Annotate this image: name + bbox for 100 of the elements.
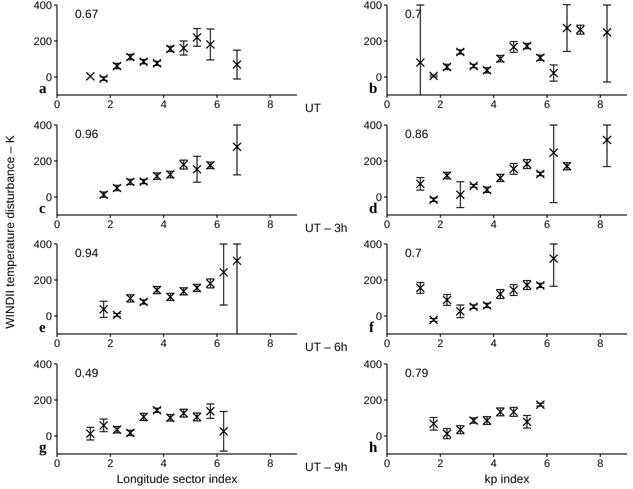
x-tick-label: 6: [214, 458, 220, 470]
point: [99, 304, 108, 314]
text: UT – 6h: [305, 340, 348, 354]
x-tick-label: 4: [160, 98, 167, 111]
x-tick-label: 0: [384, 338, 390, 350]
point: [416, 179, 425, 188]
x-tick-label: 8: [597, 98, 604, 111]
x-tick-label: 4: [490, 218, 497, 231]
point: [219, 426, 228, 436]
point: [139, 297, 148, 307]
text: d: [369, 201, 378, 217]
point: [112, 310, 122, 320]
text: g: [39, 440, 46, 456]
point: [549, 148, 558, 158]
y-tick-label: 200: [34, 394, 52, 407]
y-tick-label: 200: [34, 36, 52, 48]
y-tick-label: 200: [364, 36, 382, 48]
y-tick-label: 400: [34, 120, 52, 132]
point: [469, 61, 478, 71]
point: [99, 420, 108, 430]
y-tick-label: 200: [34, 156, 52, 168]
y-tick-label: 0: [46, 310, 52, 323]
point: [99, 74, 108, 84]
x-tick-label: 6: [214, 218, 220, 231]
y-tick-label: 0: [376, 430, 382, 443]
x-tick-label: 2: [437, 458, 444, 470]
x-tick-label: 2: [437, 338, 444, 350]
point: [232, 60, 242, 70]
text: a: [39, 81, 46, 97]
y-tick-label: 0: [376, 72, 382, 84]
x-tick-label: 2: [437, 218, 444, 231]
x-axis-title: Longitude sector index: [116, 472, 238, 486]
point: [219, 268, 228, 277]
point: [429, 315, 438, 325]
point: [456, 47, 465, 57]
point: [232, 256, 242, 266]
point: [469, 181, 478, 190]
x-tick-label: 2: [437, 98, 444, 111]
x-tick-label: 0: [54, 218, 60, 231]
y-tick-label: 200: [364, 394, 382, 407]
x-tick-label: 4: [490, 458, 497, 470]
annotation: 0.86: [405, 127, 428, 141]
x-tick-label: 4: [160, 218, 167, 231]
x-tick-label: 2: [107, 98, 114, 111]
point: [536, 169, 545, 179]
point: [469, 302, 478, 312]
y-tick-label: 400: [364, 238, 382, 251]
x-tick-label: 2: [107, 218, 114, 231]
y-tick-label: 0: [376, 310, 382, 323]
point: [536, 280, 545, 290]
y-tick-label: 400: [34, 358, 52, 371]
annotation: 0.96: [75, 127, 98, 141]
point: [206, 40, 215, 50]
x-tick-label: 6: [544, 218, 550, 231]
x-tick-label: 4: [160, 338, 167, 350]
x-tick-label: 8: [267, 98, 274, 111]
x-tick-label: 4: [490, 98, 497, 111]
y-tick-label: 0: [46, 430, 52, 443]
x-tick-label: 6: [214, 338, 220, 350]
x-tick-label: 6: [214, 98, 220, 111]
annotation: 0.79: [405, 366, 428, 380]
y-tick-label: 0: [46, 72, 52, 84]
x-tick-label: 8: [597, 218, 604, 231]
text: UT – 3h: [305, 221, 348, 235]
x-tick-label: 0: [54, 338, 60, 350]
annotation: 0.49: [75, 366, 98, 380]
point: [549, 68, 558, 78]
x-tick-label: 6: [544, 458, 550, 470]
y-tick-label: 0: [376, 192, 382, 204]
x-tick-label: 2: [107, 458, 114, 470]
x-tick-label: 6: [544, 98, 550, 111]
point: [152, 406, 162, 415]
point: [536, 400, 545, 410]
y-tick-label: 400: [364, 0, 382, 12]
y-tick-label: 400: [34, 238, 52, 251]
point: [86, 429, 95, 438]
x-tick-label: 0: [54, 458, 60, 470]
y-axis-title: WINDII temperature disturbance – K: [3, 135, 17, 329]
text: f: [369, 320, 374, 336]
point: [429, 419, 438, 428]
y-tick-label: 200: [364, 274, 382, 287]
text: b: [369, 81, 378, 97]
x-tick-label: 8: [267, 338, 274, 350]
point: [232, 142, 242, 152]
point: [456, 306, 465, 316]
point: [602, 28, 612, 37]
x-tick-label: 4: [490, 338, 497, 350]
point: [179, 43, 188, 53]
x-tick-label: 8: [267, 218, 274, 231]
y-tick-label: 200: [34, 274, 52, 287]
y-tick-label: 400: [364, 120, 382, 132]
text: UT – 9h: [305, 460, 348, 474]
x-tick-label: 4: [160, 458, 167, 470]
point: [562, 23, 572, 33]
point: [416, 58, 425, 68]
annotation: 0.67: [75, 7, 98, 21]
point: [522, 417, 532, 426]
point: [139, 57, 148, 66]
y-tick-label: 0: [46, 192, 52, 204]
y-tick-label: 400: [34, 0, 52, 12]
